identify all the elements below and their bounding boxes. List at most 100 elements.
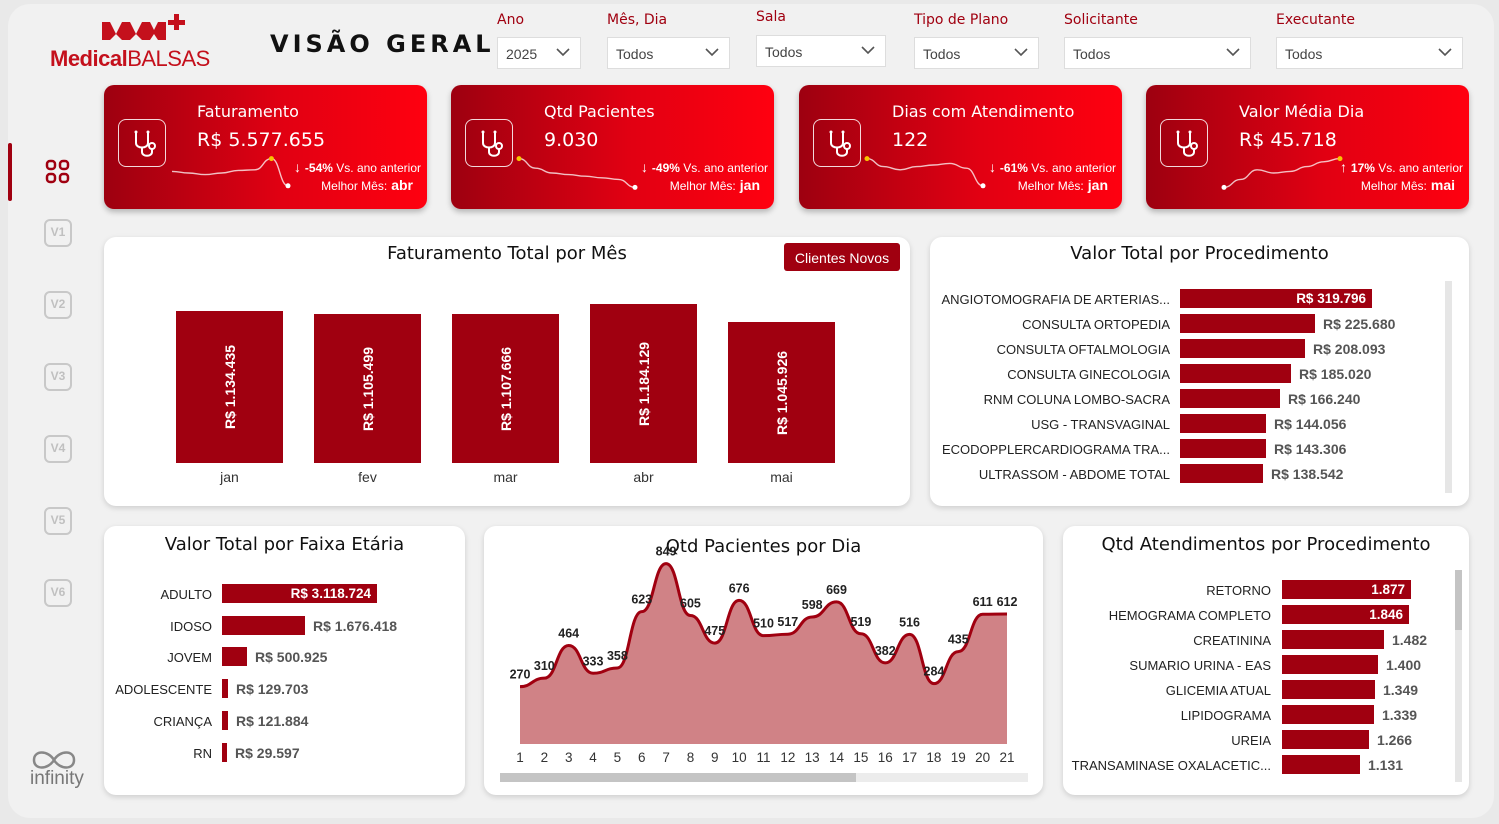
daily-point-label: 382 <box>875 644 896 658</box>
daily-point-label: 676 <box>729 581 750 595</box>
kpi-best-month: Melhor Mês: abr <box>321 177 413 193</box>
age-group-row-label: ADOLESCENTE <box>115 682 212 698</box>
procedure-count-row[interactable]: HEMOGRAMA COMPLETO 1.846 <box>1063 605 1469 625</box>
daily-point-label: 605 <box>680 596 701 610</box>
filter-value: Todos <box>923 46 961 62</box>
daily-x-tick: 8 <box>687 750 695 765</box>
procedure-count-row-value: 1.482 <box>1392 632 1428 648</box>
kpi-best-value: jan <box>739 177 760 193</box>
procedure-count-row[interactable]: TRANSAMINASE OXALACETIC... 1.131 <box>1063 755 1469 775</box>
daily-patients-title: Qtd Pacientes por Dia <box>665 536 862 557</box>
procedure-value-row[interactable]: ECODOPPLERCARDIOGRAMA TRA... R$ 143.306 <box>930 439 1469 459</box>
procedure-value-scrollbar[interactable] <box>1445 281 1452 493</box>
age-group-row[interactable]: IDOSO R$ 1.676.418 <box>104 615 465 636</box>
age-group-row[interactable]: CRIANÇA R$ 121.884 <box>104 710 465 731</box>
daily-chart-scroll-thumb[interactable] <box>500 773 856 782</box>
filter-dropdown[interactable]: Todos <box>607 37 730 69</box>
procedure-value-row[interactable]: ULTRASSOM - ABDOME TOTAL R$ 138.542 <box>930 464 1469 484</box>
kpi-best-label: Melhor Mês: <box>321 179 388 193</box>
filter-label: Solicitante <box>1064 12 1138 28</box>
nav-v1-icon[interactable]: V1 <box>44 219 72 247</box>
procedure-value-row-value: R$ 166.240 <box>1288 391 1361 407</box>
procedure-count-row[interactable]: UREIA 1.266 <box>1063 730 1469 750</box>
procedure-count-row-label: UREIA <box>1231 733 1271 748</box>
arrow-down-icon: ↓ <box>294 159 305 175</box>
month-bar[interactable]: R$ 1.045.926 <box>728 322 835 463</box>
age-group-row[interactable]: ADOLESCENTE R$ 129.703 <box>104 679 465 699</box>
kpi-value: R$ 5.577.655 <box>197 129 326 151</box>
filter-executante: Executante Todos <box>1276 12 1463 72</box>
procedure-count-row-label: GLICEMIA ATUAL <box>1165 683 1271 698</box>
filter-dropdown[interactable]: Todos <box>914 37 1039 69</box>
new-clients-button[interactable]: Clientes Novos <box>784 243 900 271</box>
age-group-row[interactable]: RN R$ 29.597 <box>104 742 465 763</box>
age-group-row[interactable]: ADULTO R$ 3.118.724 <box>104 584 465 604</box>
kpi-faturamentocard[interactable]: Faturamento R$ 5.577.655 ↓ -54% Vs. ano an… <box>104 85 427 209</box>
filter-value: Todos <box>1285 46 1323 62</box>
nav-v6-icon[interactable]: V6 <box>44 579 72 607</box>
filter-label: Ano <box>497 12 525 28</box>
nav-home-icon[interactable] <box>44 158 72 186</box>
age-group-row-bar <box>222 742 227 762</box>
daily-x-tick: 12 <box>780 750 795 765</box>
kpi-value: R$ 45.718 <box>1239 129 1337 151</box>
kpi-best-value: jan <box>1087 177 1108 193</box>
sparkline-end-point <box>1221 184 1227 190</box>
monthly-chart-title: Faturamento Total por Mês <box>387 243 627 264</box>
kpi-valor-media-diacard[interactable]: Valor Média Dia R$ 45.718 ↑ 17% Vs. ano an… <box>1146 85 1469 209</box>
procedure-count-row-value: 1.131 <box>1368 757 1404 773</box>
filter-dropdown[interactable]: Todos <box>1276 37 1463 69</box>
kpi-best-label: Melhor Mês: <box>669 179 736 193</box>
kpi-best-month: Melhor Mês: jan <box>1018 177 1108 193</box>
daily-point-label: 310 <box>534 659 555 673</box>
filter-dropdown[interactable]: 2025 <box>497 37 581 69</box>
kpi-qtd-pacientescard[interactable]: Qtd Pacientes 9.030 ↓ -49% Vs. ano anterio… <box>451 85 774 209</box>
procedure-count-scrollbar[interactable] <box>1455 570 1462 782</box>
kpi-value: 9.030 <box>544 129 599 151</box>
brand-logo: MedicalBALSAS <box>48 12 218 72</box>
procedure-count-row[interactable]: LIPIDOGRAMA 1.339 <box>1063 705 1469 725</box>
stethoscope-icon <box>1160 119 1208 167</box>
nav-v4-icon[interactable]: V4 <box>44 435 72 463</box>
procedure-count-row[interactable]: CREATININA 1.482 <box>1063 630 1469 650</box>
procedure-value-row[interactable]: ANGIOTOMOGRAFIA DE ARTERIAS... R$ 319.796 <box>930 289 1469 309</box>
procedure-value-row-value: R$ 138.542 <box>1271 466 1344 482</box>
month-bar[interactable]: R$ 1.105.499 <box>314 314 421 463</box>
procedure-value-row[interactable]: USG - TRANSVAGINAL R$ 144.056 <box>930 414 1469 434</box>
sparkline-path <box>171 157 289 187</box>
filter-dropdown[interactable]: Todos <box>1064 37 1251 69</box>
nav-v2-icon[interactable]: V2 <box>44 291 72 319</box>
month-bar[interactable]: R$ 1.107.666 <box>452 314 559 463</box>
procedure-value-row[interactable]: CONSULTA OFTALMOLOGIA R$ 208.093 <box>930 339 1469 359</box>
age-group-row-label: ADULTO <box>160 587 212 602</box>
month-category-label: abr <box>633 469 654 485</box>
kpi-best-label: Melhor Mês: <box>1360 179 1427 193</box>
stethoscope-icon <box>118 119 166 167</box>
daily-x-tick: 19 <box>951 750 966 765</box>
footer-brand-name: infinity <box>30 768 84 789</box>
kpi-dias-com-atendimentocard[interactable]: Dias com Atendimento 122 ↓ -61% Vs. ano an… <box>799 85 1122 209</box>
procedure-count-card: Qtd Atendimentos por Procedimento RETORN… <box>1063 526 1469 795</box>
procedure-value-row[interactable]: CONSULTA GINECOLOGIA R$ 185.020 <box>930 364 1469 384</box>
daily-chart-scrollbar[interactable] <box>500 773 1028 782</box>
procedure-value-row[interactable]: RNM COLUNA LOMBO-SACRA R$ 166.240 <box>930 389 1469 409</box>
month-bar[interactable]: R$ 1.184.129 <box>590 304 697 463</box>
age-group-row[interactable]: JOVEM R$ 500.925 <box>104 647 465 667</box>
nav-v5-icon[interactable]: V5 <box>44 507 72 535</box>
month-category-label: fev <box>358 469 377 485</box>
month-bar[interactable]: R$ 1.134.435 <box>176 311 283 463</box>
stethoscope-icon <box>813 119 861 167</box>
monthly-revenue-card: Faturamento Total por Mês Clientes Novos… <box>104 237 910 506</box>
filter-dropdown[interactable]: Todos <box>756 35 886 67</box>
procedure-count-row-bar <box>1282 580 1411 599</box>
procedure-count-row[interactable]: SUMARIO URINA - EAS 1.400 <box>1063 655 1469 675</box>
procedure-count-row[interactable]: GLICEMIA ATUAL 1.349 <box>1063 680 1469 700</box>
nav-v3-icon[interactable]: V3 <box>44 363 72 391</box>
sparkline-best-point <box>516 156 522 162</box>
procedure-value-row[interactable]: CONSULTA ORTOPEDIA R$ 225.680 <box>930 314 1469 334</box>
chevron-down-icon <box>1014 45 1028 59</box>
procedure-count-row-value: 1.339 <box>1382 707 1418 723</box>
infinity-icon <box>32 751 76 769</box>
procedure-count-row[interactable]: RETORNO 1.877 <box>1063 580 1469 600</box>
procedure-value-row-label: ANGIOTOMOGRAFIA DE ARTERIAS... <box>941 292 1170 307</box>
